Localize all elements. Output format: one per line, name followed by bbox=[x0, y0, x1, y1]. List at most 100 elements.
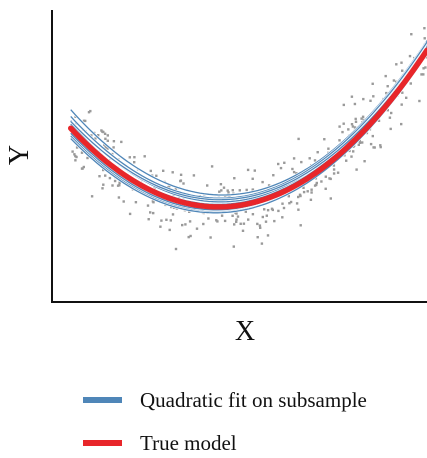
data-point bbox=[372, 95, 375, 98]
data-point bbox=[347, 128, 350, 131]
legend-label-subsample-fit: Quadratic fit on subsample bbox=[140, 388, 367, 412]
data-point bbox=[80, 167, 84, 170]
data-point bbox=[270, 207, 274, 210]
data-point bbox=[226, 189, 229, 192]
subsample-fit-outline bbox=[69, 53, 427, 215]
data-point bbox=[232, 245, 235, 248]
data-point bbox=[160, 219, 163, 222]
data-point bbox=[235, 218, 238, 221]
data-point bbox=[247, 218, 250, 221]
data-point bbox=[74, 154, 77, 158]
data-point bbox=[188, 220, 192, 223]
data-point bbox=[348, 149, 351, 153]
data-point bbox=[206, 184, 209, 187]
data-point bbox=[302, 186, 305, 189]
plot-area bbox=[68, 27, 427, 251]
data-point bbox=[362, 97, 365, 101]
data-point bbox=[395, 63, 398, 66]
data-point bbox=[182, 182, 185, 185]
data-point bbox=[106, 139, 109, 142]
data-point bbox=[289, 200, 293, 204]
data-point bbox=[238, 189, 241, 192]
legend-label-true-model: True model bbox=[140, 431, 237, 455]
data-point bbox=[385, 91, 388, 95]
data-point bbox=[133, 156, 136, 159]
data-point bbox=[292, 170, 296, 174]
data-point bbox=[122, 200, 125, 203]
data-point bbox=[263, 208, 266, 211]
data-point bbox=[155, 174, 158, 177]
data-point bbox=[287, 195, 290, 198]
data-point bbox=[184, 223, 187, 226]
data-point bbox=[209, 236, 212, 239]
data-point bbox=[390, 111, 393, 115]
data-point bbox=[174, 187, 178, 190]
data-point bbox=[87, 111, 91, 114]
data-point bbox=[267, 184, 271, 187]
true-model-line bbox=[68, 47, 427, 210]
data-point bbox=[234, 211, 237, 215]
data-point bbox=[149, 211, 152, 214]
data-point bbox=[354, 120, 358, 123]
data-point bbox=[133, 161, 136, 164]
data-point bbox=[336, 171, 340, 174]
data-point bbox=[410, 33, 413, 36]
data-point bbox=[338, 125, 341, 128]
data-point bbox=[106, 134, 109, 137]
data-point bbox=[231, 189, 234, 192]
data-point bbox=[104, 174, 107, 177]
data-point bbox=[313, 159, 317, 162]
data-point bbox=[244, 210, 247, 213]
data-point bbox=[316, 151, 319, 154]
legend-item-true-model: True model bbox=[83, 431, 237, 455]
data-point bbox=[134, 201, 138, 204]
data-point bbox=[128, 212, 132, 216]
data-point bbox=[266, 209, 270, 212]
data-point bbox=[113, 179, 117, 183]
data-point bbox=[350, 95, 354, 98]
data-point bbox=[377, 119, 381, 122]
data-point bbox=[101, 187, 104, 190]
data-point bbox=[309, 198, 313, 201]
data-point bbox=[74, 159, 77, 162]
data-point bbox=[151, 200, 155, 203]
data-point bbox=[219, 183, 223, 186]
data-point bbox=[265, 214, 268, 217]
data-point bbox=[202, 222, 205, 226]
data-point bbox=[239, 222, 242, 225]
data-point bbox=[149, 169, 152, 173]
data-point bbox=[73, 153, 76, 156]
data-point bbox=[266, 234, 270, 237]
data-point bbox=[118, 181, 121, 184]
data-point bbox=[300, 160, 303, 164]
data-point bbox=[315, 183, 318, 187]
data-point bbox=[306, 190, 309, 193]
data-point bbox=[152, 211, 155, 215]
data-point bbox=[235, 220, 238, 223]
data-point bbox=[233, 177, 236, 180]
data-point bbox=[332, 164, 336, 167]
subsample-fit-outline bbox=[69, 53, 427, 214]
data-point bbox=[281, 216, 284, 219]
data-point bbox=[401, 69, 404, 72]
data-point bbox=[299, 194, 302, 197]
subsample-fit-line-7 bbox=[70, 41, 427, 199]
legend: Quadratic fit on subsample True model bbox=[83, 388, 367, 455]
data-point bbox=[332, 172, 336, 175]
data-point bbox=[223, 219, 227, 223]
data-point bbox=[162, 169, 165, 172]
data-point bbox=[277, 162, 280, 166]
y-axis-label: Y bbox=[4, 145, 35, 165]
data-point bbox=[112, 146, 115, 149]
data-point bbox=[279, 166, 283, 170]
data-point bbox=[345, 159, 348, 162]
data-point bbox=[338, 139, 341, 142]
subsample-fit-line-9 bbox=[70, 47, 427, 211]
data-point bbox=[358, 140, 361, 143]
data-point bbox=[236, 215, 240, 218]
data-point bbox=[297, 208, 300, 211]
data-point bbox=[315, 181, 318, 185]
data-point bbox=[192, 174, 196, 177]
data-point bbox=[171, 213, 175, 216]
